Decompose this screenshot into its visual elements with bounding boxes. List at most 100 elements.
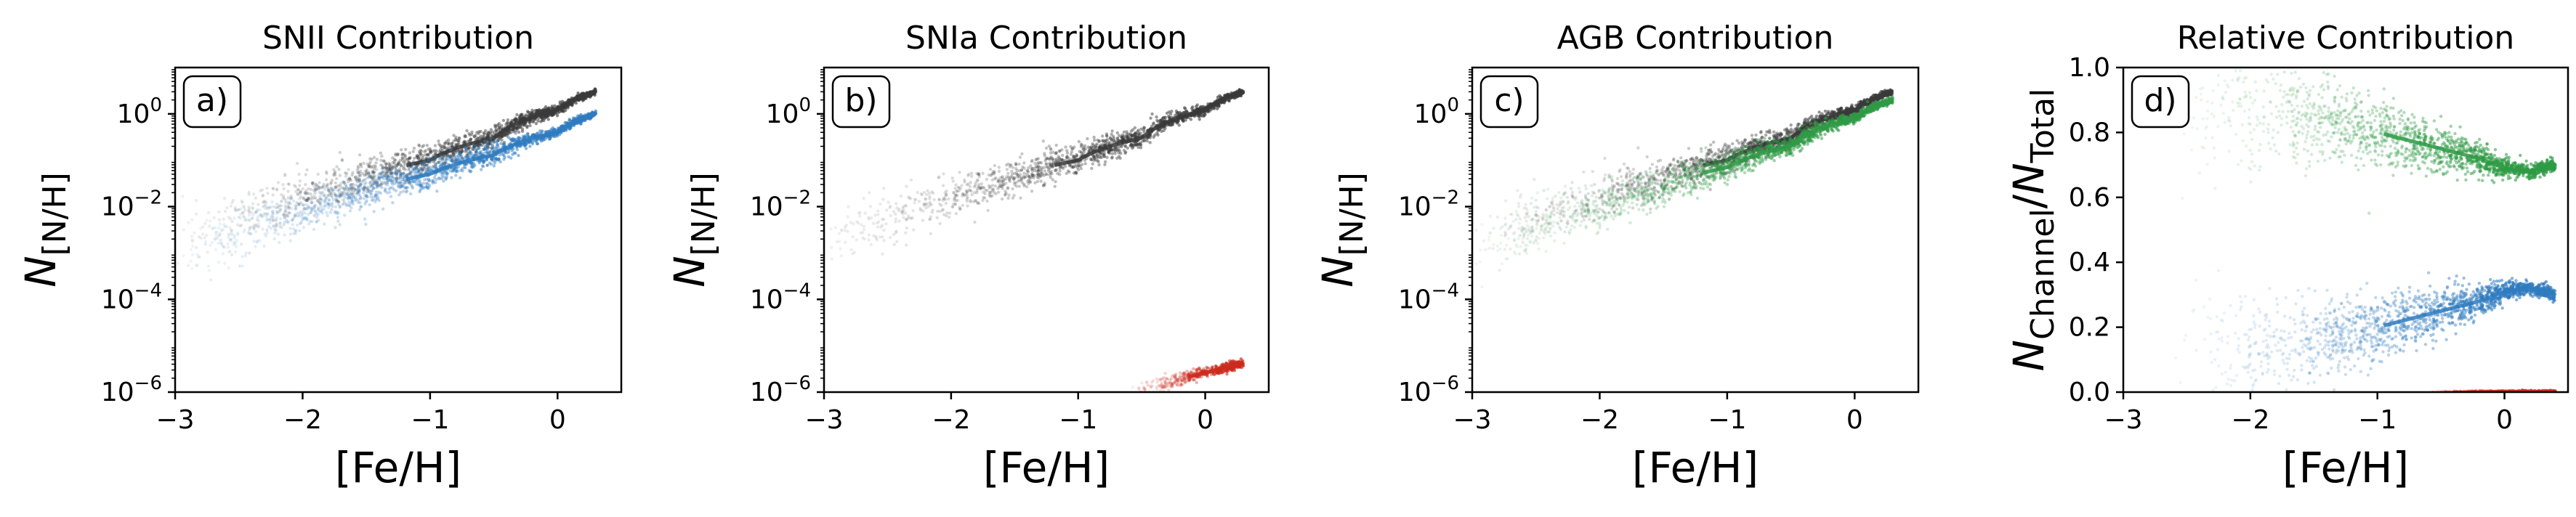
data-point (1121, 135, 1125, 139)
data-point (464, 163, 469, 166)
data-point (217, 234, 221, 237)
data-point (1101, 152, 1105, 156)
data-point (1070, 165, 1073, 169)
data-point (334, 205, 338, 208)
data-point (928, 203, 932, 206)
data-point (963, 178, 966, 182)
data-point (1054, 152, 1058, 155)
data-point (405, 186, 410, 190)
data-point (312, 189, 316, 192)
data-point (236, 223, 240, 227)
data-point (275, 210, 278, 213)
data-point (506, 118, 510, 122)
data-point (1012, 171, 1017, 176)
data-point (397, 169, 401, 173)
data-point (354, 198, 358, 203)
data-point (232, 240, 236, 244)
data-point (968, 188, 972, 192)
data-point (342, 200, 347, 205)
data-point (302, 203, 305, 207)
data-point (297, 202, 301, 205)
data-point (400, 158, 405, 162)
data-point (482, 160, 485, 164)
data-point (351, 202, 355, 206)
data-point (246, 209, 251, 213)
data-point (488, 141, 491, 144)
data-point (881, 218, 884, 221)
data-point (340, 194, 344, 198)
data-point (423, 150, 427, 154)
data-point (441, 162, 445, 166)
data-point (222, 245, 225, 248)
data-point (418, 189, 422, 192)
data-point (423, 164, 427, 168)
data-point (390, 174, 394, 178)
data-point (882, 187, 886, 190)
data-point (399, 190, 403, 195)
data-point (1043, 159, 1047, 163)
data-point (1036, 172, 1041, 176)
data-point (288, 197, 293, 201)
data-point (229, 229, 233, 232)
data-point (1041, 139, 1046, 143)
data-point (374, 193, 377, 197)
data-point (963, 193, 966, 198)
data-point (443, 142, 447, 145)
data-point (217, 241, 220, 245)
data-point (448, 169, 452, 173)
data-point (1184, 118, 1187, 122)
data-point (213, 226, 217, 229)
data-point (459, 154, 462, 158)
data-point (358, 173, 362, 177)
data-point (1033, 174, 1037, 177)
data-point (367, 165, 371, 168)
data-point (289, 232, 293, 236)
data-point (967, 188, 972, 192)
data-point (421, 166, 425, 170)
data-point (981, 171, 985, 175)
data-point (276, 181, 280, 184)
data-point (473, 163, 477, 167)
data-point (445, 171, 449, 175)
data-point (190, 235, 194, 238)
data-point (987, 184, 991, 187)
data-point (1008, 165, 1012, 168)
data-point (388, 165, 392, 168)
data-point (520, 127, 525, 131)
data-point (451, 154, 454, 158)
data-point (421, 168, 425, 172)
data-point (498, 136, 501, 139)
data-point (402, 152, 405, 156)
data-point (445, 161, 448, 165)
data-point (455, 159, 459, 163)
data-point (287, 211, 291, 215)
data-point (241, 211, 245, 215)
data-point (365, 187, 368, 190)
data-point (485, 147, 488, 151)
data-point (263, 232, 267, 236)
data-point (427, 147, 430, 151)
data-point (271, 219, 275, 223)
data-point (445, 139, 448, 144)
data-point (332, 174, 336, 177)
data-point (413, 179, 416, 184)
data-point (528, 144, 532, 148)
data-point (1117, 145, 1121, 149)
data-point (1126, 146, 1130, 150)
data-point (296, 193, 299, 197)
data-point (985, 177, 989, 182)
data-point (1027, 174, 1031, 179)
data-point (477, 146, 481, 150)
data-point (226, 242, 230, 246)
data-point (541, 108, 544, 112)
data-point (475, 150, 478, 154)
data-point (311, 181, 315, 184)
data-point (388, 168, 392, 172)
data-point (414, 179, 418, 183)
data-point (443, 170, 446, 174)
data-point (900, 209, 904, 213)
data-point (1123, 134, 1126, 138)
data-point (239, 243, 243, 246)
data-point (381, 174, 385, 178)
data-point (403, 181, 407, 185)
